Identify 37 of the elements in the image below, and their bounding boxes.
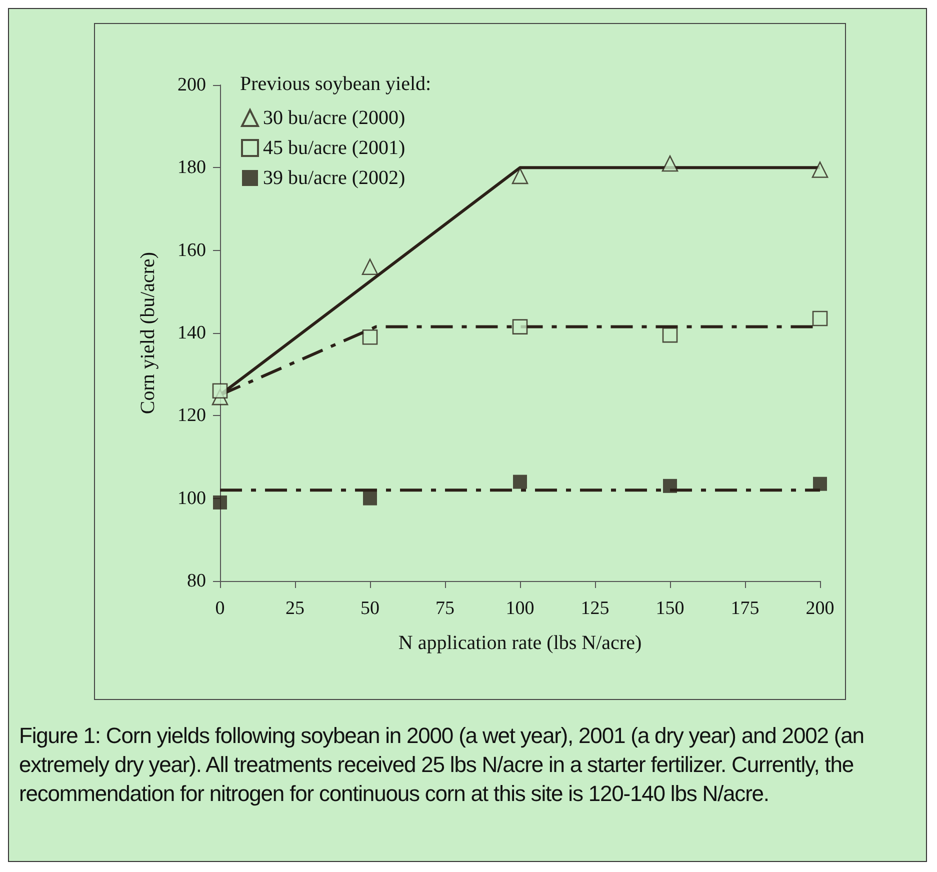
y-tick-label: 80 [187,570,206,592]
legend-title: Previous soybean yield: [240,73,432,95]
point [512,319,528,334]
x-tick-label: 100 [506,598,534,619]
point [662,155,678,172]
point [513,474,527,489]
x-tick-label: 150 [656,598,684,619]
y-tick-label: 100 [178,488,206,509]
x-tick-label: 75 [436,598,454,619]
y-tick-label: 140 [178,322,206,344]
x-tick-label: 125 [580,598,610,619]
legend-label: 30 bu/acre (2000) [263,107,406,129]
point [362,329,378,345]
legend-label: 45 bu/acre (2001) [263,137,406,159]
x-axis-title: N application rate (lbs N/acre) [398,632,642,654]
y-tick-label: 180 [178,157,206,178]
x-tick-label: 25 [286,598,304,619]
point [813,476,827,491]
x-tick-label: 175 [730,598,760,619]
point [512,168,528,184]
y-tick-label: 200 [178,74,206,96]
point [812,310,828,326]
point [812,162,828,178]
point [212,383,228,399]
caption: Figure 1: Corn yields following soybean in 2000 (a wet year), 2001 (a dry year) and 2002 (an extremely dry year). All treatments received 25 lbs N/acre in a starter fertilizer. Currently, the recommendation for nitrogen for continuous corn at this site is 120-140 lbs N/acre. [19,722,865,808]
y-tick-label: 120 [178,405,206,426]
x-tick-label: 200 [806,598,834,619]
x-tick-label: 0 [215,598,225,619]
x-tick-label: 50 [360,598,380,619]
point [663,478,677,493]
y-tick-label: 160 [178,240,206,261]
point [363,491,377,506]
legend-label: 39 bu/acre (2002) [263,167,406,189]
point [662,327,678,343]
point [362,258,378,276]
point [213,495,227,510]
y-axis-title: Corn yield (bu/acre) [137,252,159,414]
